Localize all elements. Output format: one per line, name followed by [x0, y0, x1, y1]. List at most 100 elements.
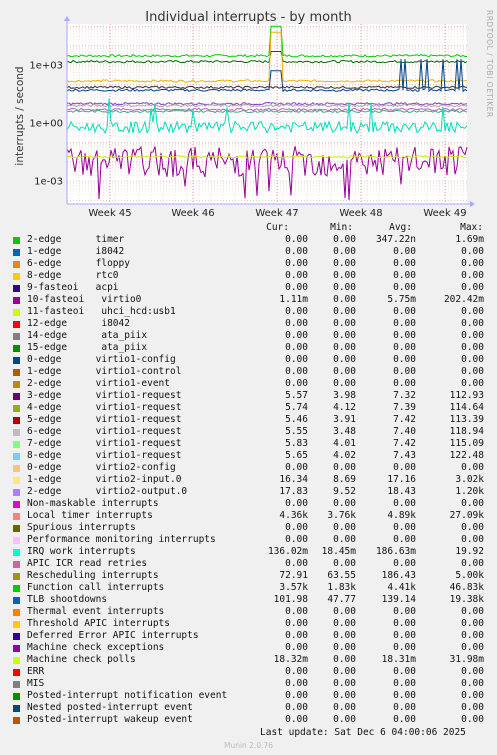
- legend-label: ERR: [27, 666, 45, 677]
- legend-cur-value: 0.00: [285, 342, 308, 353]
- legend-swatch: [13, 477, 20, 484]
- legend-swatch: [13, 561, 20, 568]
- legend-label: Spurious interrupts: [27, 522, 136, 533]
- legend-cur-value: 0.00: [285, 702, 308, 713]
- legend-max-value: 0.00: [461, 246, 484, 257]
- legend-avg-value: 0.00: [393, 378, 416, 389]
- legend-row: Posted-interrupt wakeup event 0.00 0.00 0.0…: [0, 714, 497, 726]
- legend-min-value: 0.00: [333, 330, 356, 341]
- legend-min-value: 0.00: [333, 342, 356, 353]
- last-update: Last update: Sat Dec 6 04:00:06 2025: [260, 727, 466, 738]
- legend-cur-value: 0.00: [285, 234, 308, 245]
- legend-cur-value: 0.00: [285, 270, 308, 281]
- chart-title: Individual interrupts - by month: [145, 10, 352, 25]
- legend-max-value: 19.38k: [449, 594, 484, 605]
- legend-avg-value: 0.00: [393, 630, 416, 641]
- col-avg-header: Avg:: [389, 222, 412, 233]
- legend-swatch: [13, 417, 20, 424]
- legend-max-value: 0.00: [461, 306, 484, 317]
- legend-max-value: 0.00: [461, 330, 484, 341]
- legend-cur-value: 0.00: [285, 318, 308, 329]
- legend-avg-value: 7.42: [393, 414, 416, 425]
- legend-row: 2-edge timer 0.00 0.00 347.22n 1.69m: [0, 234, 497, 246]
- legend-avg-value: 347.22n: [375, 234, 416, 245]
- legend-swatch: [13, 657, 20, 664]
- series-line-6: [66, 107, 468, 112]
- legend-label: 6-edge floppy: [27, 258, 130, 269]
- legend-cur-value: 0.00: [285, 258, 308, 269]
- legend-label: Deferred Error APIC interrupts: [27, 630, 199, 641]
- legend-swatch: [13, 369, 20, 376]
- legend-label: Local timer interrupts: [27, 510, 153, 521]
- legend-min-value: 0.00: [333, 558, 356, 569]
- legend-label: Thermal event interrupts: [27, 606, 165, 617]
- legend-min-value: 0.00: [333, 678, 356, 689]
- legend-swatch: [13, 705, 20, 712]
- series-line-9: [66, 98, 468, 135]
- legend-cur-value: 0.00: [285, 462, 308, 473]
- legend-max-value: 122.48: [449, 450, 484, 461]
- legend-label: Rescheduling interrupts: [27, 570, 159, 581]
- legend-swatch: [13, 717, 20, 724]
- legend-row: 14-edge ata_piix 0.00 0.00 0.00 0.00: [0, 330, 497, 342]
- legend-row: 0-edge virtio1-config 0.00 0.00 0.00 0.00: [0, 354, 497, 366]
- legend-min-value: 0.00: [333, 234, 356, 245]
- legend-swatch: [13, 393, 20, 400]
- legend-swatch: [13, 585, 20, 592]
- legend-max-value: 5.00k: [455, 570, 484, 581]
- legend-swatch: [13, 297, 20, 304]
- legend-min-value: 4.01: [333, 438, 356, 449]
- legend-swatch: [13, 381, 20, 388]
- legend-min-value: 9.52: [333, 486, 356, 497]
- legend-label: 4-edge virtio1-request: [27, 402, 182, 413]
- legend-row: 1-edge i8042 0.00 0.00 0.00 0.00: [0, 246, 497, 258]
- legend-label: 8-edge virtio1-request: [27, 450, 182, 461]
- legend-max-value: 0.00: [461, 522, 484, 533]
- legend-swatch: [13, 285, 20, 292]
- series-line-11: [66, 154, 468, 159]
- legend-max-value: 0.00: [461, 270, 484, 281]
- series-line-5: [66, 101, 468, 106]
- legend-row: Non-maskable interrupts 0.00 0.00 0.00 0.00: [0, 498, 497, 510]
- legend-max-value: 0.00: [461, 678, 484, 689]
- legend-row: 8-edge rtc0 0.00 0.00 0.00 0.00: [0, 270, 497, 282]
- legend-swatch: [13, 501, 20, 508]
- legend-swatch: [13, 645, 20, 652]
- legend-label: 12-edge i8042: [27, 318, 130, 329]
- legend-row: IRQ work interrupts 136.02m 18.45m 186.63m 1…: [0, 546, 497, 558]
- legend-row: TLB shootdowns 101.98 47.77 139.14 19.38k: [0, 594, 497, 606]
- legend-row: Performance monitoring interrupts 0.00 0.0…: [0, 534, 497, 546]
- legend-row: 11-fasteoi uhci_hcd:usb1 0.00 0.00 0.00 0.00: [0, 306, 497, 318]
- legend-label: 11-fasteoi uhci_hcd:usb1: [27, 306, 176, 317]
- legend-min-value: 63.55: [327, 570, 356, 581]
- legend-swatch: [13, 357, 20, 364]
- legend-label: 10-fasteoi virtio0: [27, 294, 142, 305]
- legend-avg-value: 0.00: [393, 246, 416, 257]
- legend-cur-value: 0.00: [285, 618, 308, 629]
- legend-max-value: 0.00: [461, 342, 484, 353]
- legend-row: Rescheduling interrupts 72.91 63.55 186.43 5…: [0, 570, 497, 582]
- legend-label: 14-edge ata_piix: [27, 330, 148, 341]
- legend-min-value: 0.00: [333, 378, 356, 389]
- x-tick-label: Week 46: [171, 208, 214, 219]
- rrdtool-credit: RRDTOOL / TOBI OETIKER: [485, 10, 494, 118]
- legend-swatch: [13, 609, 20, 616]
- legend-row: Nested posted-interrupt event 0.00 0.00 0.0…: [0, 702, 497, 714]
- legend-row: Thermal event interrupts 0.00 0.00 0.00 0.00: [0, 606, 497, 618]
- legend-row: MIS 0.00 0.00 0.00 0.00: [0, 678, 497, 690]
- legend-cur-value: 0.00: [285, 366, 308, 377]
- legend-avg-value: 0.00: [393, 606, 416, 617]
- legend-min-value: 8.69: [333, 474, 356, 485]
- legend-avg-value: 0.00: [393, 258, 416, 269]
- legend-max-value: 112.93: [449, 390, 484, 401]
- legend-row: Spurious interrupts 0.00 0.00 0.00 0.00: [0, 522, 497, 534]
- legend-max-value: 0.00: [461, 642, 484, 653]
- legend-label: Threshold APIC interrupts: [27, 618, 170, 629]
- legend-avg-value: 0.00: [393, 330, 416, 341]
- legend-label: 5-edge virtio1-request: [27, 414, 182, 425]
- legend-row: ERR 0.00 0.00 0.00 0.00: [0, 666, 497, 678]
- legend-max-value: 19.92: [455, 546, 484, 557]
- legend-swatch: [13, 405, 20, 412]
- legend-avg-value: 0.00: [393, 522, 416, 533]
- legend-max-value: 118.94: [449, 426, 484, 437]
